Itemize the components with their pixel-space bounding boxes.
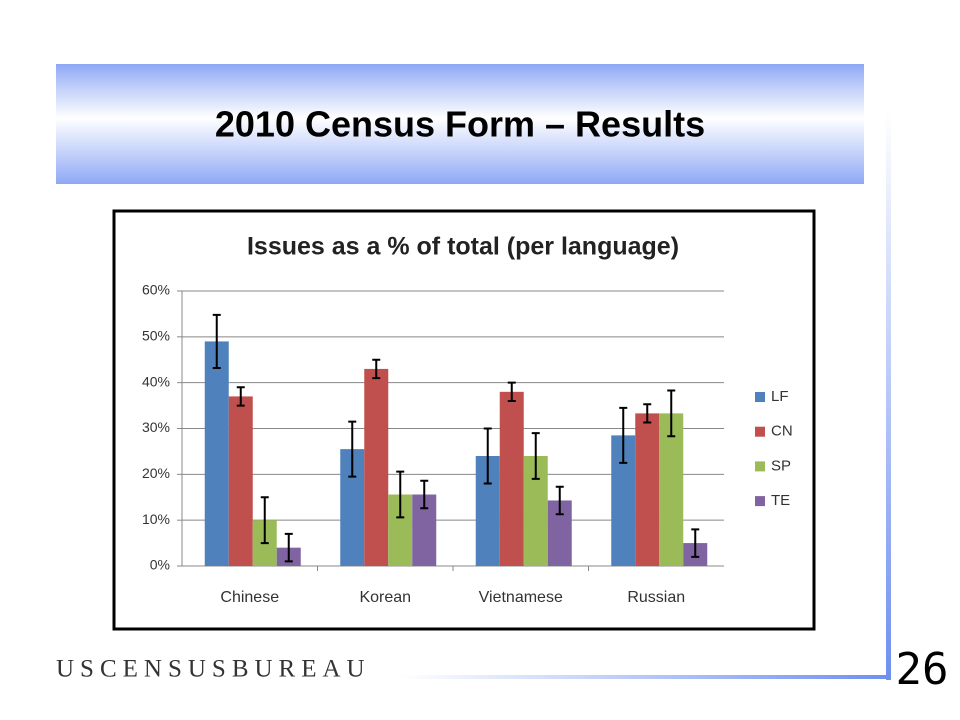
- legend-swatch: [755, 392, 765, 402]
- y-tick-label: 20%: [142, 465, 170, 481]
- error-bar: [260, 496, 269, 545]
- error-bar: [396, 470, 405, 519]
- error-bar: [483, 427, 492, 485]
- error-bar: [236, 386, 245, 407]
- y-tick-label: 0%: [150, 557, 170, 573]
- error-bar: [507, 381, 516, 402]
- y-tick-label: 60%: [142, 282, 170, 298]
- legend-swatch: [755, 426, 765, 437]
- bar: [499, 391, 524, 566]
- bar: [228, 396, 253, 566]
- legend-label: SP: [771, 457, 791, 474]
- bar: [364, 368, 389, 566]
- y-tick-label: 50%: [142, 328, 170, 344]
- error-bar: [667, 389, 676, 438]
- error-bar: [555, 485, 564, 516]
- decor-line: [400, 675, 891, 679]
- x-tick-label: Russian: [627, 589, 685, 606]
- footer-logo: USCENSUSBUREAU: [56, 656, 371, 683]
- legend-label: TE: [771, 492, 790, 509]
- slide-title: 2010 Census Form – Results: [215, 104, 705, 145]
- error-bar: [691, 528, 700, 558]
- error-bar: [420, 479, 429, 510]
- decor-line: [886, 110, 891, 680]
- title-band: [56, 64, 864, 184]
- y-tick-label: 10%: [142, 511, 170, 527]
- page-number: 26: [896, 644, 949, 695]
- legend-label: LF: [771, 388, 789, 405]
- error-bar: [619, 406, 628, 464]
- bar: [204, 341, 229, 566]
- error-bar: [284, 532, 293, 563]
- legend-swatch: [755, 496, 765, 507]
- x-tick-label: Vietnamese: [479, 589, 563, 606]
- x-tick-label: Korean: [359, 589, 411, 606]
- error-bar: [643, 403, 652, 424]
- error-bar: [212, 313, 221, 369]
- legend-label: CN: [771, 423, 793, 440]
- legend-swatch: [755, 461, 765, 472]
- error-bar: [372, 358, 381, 380]
- bar: [635, 413, 660, 566]
- y-tick-label: 40%: [142, 373, 170, 389]
- chart: Issues as a % of total (per language) 0%…: [142, 233, 793, 607]
- y-tick-label: 30%: [142, 419, 170, 435]
- error-bar: [348, 420, 357, 478]
- x-tick-label: Chinese: [220, 589, 279, 606]
- bar: [659, 413, 684, 566]
- chart-title: Issues as a % of total (per language): [247, 233, 679, 261]
- error-bar: [531, 432, 540, 480]
